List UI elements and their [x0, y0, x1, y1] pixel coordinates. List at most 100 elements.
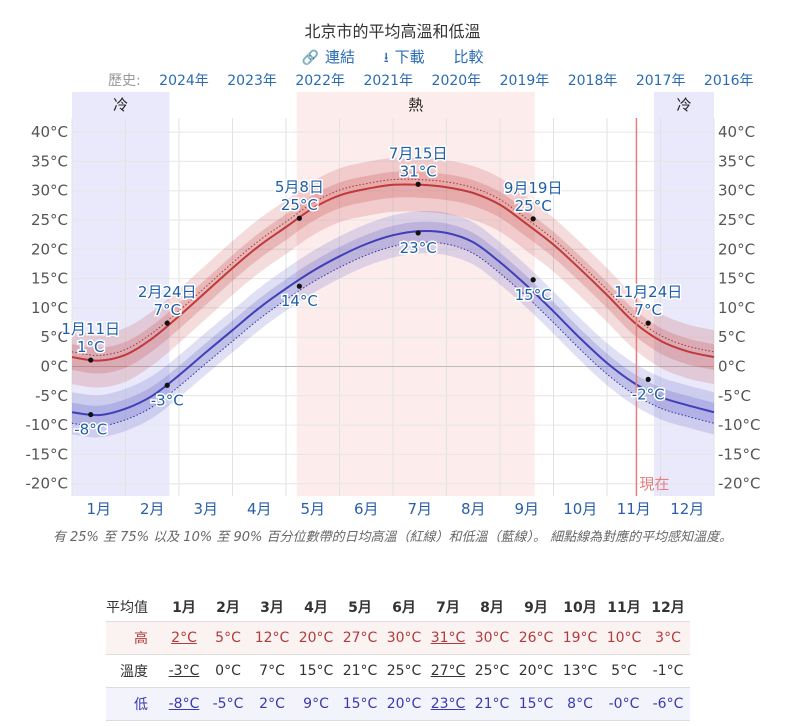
annotation-value: 25°C — [515, 197, 552, 215]
annotation-point — [296, 215, 302, 221]
month-header: 1月 — [172, 600, 196, 616]
link-button[interactable]: 🔗 連結 — [302, 48, 355, 66]
month-header: 6月 — [392, 600, 416, 616]
history-year[interactable]: 2017年 — [635, 73, 686, 89]
y-tick-label-left: 15°C — [31, 270, 68, 288]
history-label: 歷史: — [108, 73, 141, 89]
annotation-value: 7°C — [634, 301, 662, 319]
x-tick-label: 9月 — [514, 500, 539, 518]
chart-caption: 有 25% 至 75% 以及 10% 至 90% 百分位數帶的日均高溫（紅線）和… — [52, 530, 733, 545]
table-cell: 13°C — [558, 654, 602, 688]
history-year[interactable]: 2021年 — [363, 73, 414, 89]
table-cell: 31°C — [426, 621, 470, 655]
link-label: 連結 — [324, 48, 355, 66]
cell-value: 2°C — [171, 630, 197, 646]
cell-value: 2°C — [259, 696, 285, 712]
history-year[interactable]: 2019年 — [499, 73, 550, 89]
annotation-point — [415, 230, 421, 236]
month-header: 11月 — [607, 600, 641, 616]
cell-value: 27°C — [430, 663, 466, 679]
row-label: 溫度 — [106, 654, 162, 688]
table-cell: 2°C — [250, 687, 294, 721]
annotation-value: 23°C — [400, 239, 437, 257]
cold-season-band — [72, 92, 170, 496]
x-tick-label: 10月 — [563, 500, 597, 518]
high-temp-line — [71, 183, 715, 362]
month-header: 8月 — [480, 600, 504, 616]
table-cell: 25°C — [382, 654, 426, 688]
cell-value: -1°C — [652, 663, 684, 679]
annotation-date: 11月24日 — [614, 283, 682, 301]
download-button[interactable]: ⭳ 下載 — [384, 48, 425, 66]
cell-value: 19°C — [562, 630, 598, 646]
table-cell: 8°C — [558, 687, 602, 721]
cell-value: 30°C — [474, 630, 510, 646]
compare-button[interactable]: 比較 — [453, 48, 483, 66]
table-cell: 20°C — [514, 654, 558, 688]
cell-value: -6°C — [652, 696, 684, 712]
action-links: 🔗 連結 ⭳ 下載 比較 — [0, 46, 785, 71]
y-tick-label-left: 10°C — [31, 299, 68, 317]
annotation-point — [530, 216, 536, 222]
cell-value: 0°C — [215, 663, 241, 679]
annotation-value: 25°C — [281, 196, 318, 214]
table-cell: -0°C — [602, 687, 646, 721]
table-cell: 12°C — [250, 621, 294, 655]
cell-value: -3°C — [168, 663, 200, 679]
y-tick-label-right: -15°C — [718, 445, 760, 463]
annotation-value: 1°C — [77, 338, 105, 356]
annotation-date: 7月15日 — [389, 144, 448, 162]
history-year[interactable]: 2023年 — [227, 73, 277, 89]
cell-value: -0°C — [608, 696, 640, 712]
month-header: 2月 — [216, 600, 240, 616]
history-year[interactable]: 2018年 — [567, 73, 618, 89]
history-year[interactable]: 2016年 — [703, 73, 754, 89]
x-tick-label: 7月 — [407, 500, 432, 518]
y-tick-label-left: 40°C — [31, 123, 68, 141]
cell-value: 23°C — [430, 696, 466, 712]
history-year[interactable]: 2022年 — [295, 73, 345, 89]
history-year[interactable]: 2024年 — [159, 73, 209, 89]
cell-value: 20°C — [386, 696, 422, 712]
y-tick-label-right: 20°C — [718, 240, 755, 258]
y-tick-label-right: -5°C — [718, 387, 751, 405]
y-tick-label-left: -15°C — [26, 445, 68, 463]
table-cell: 25°C — [470, 654, 514, 688]
temperature-chart: 冷 熱 冷 40°C 40°C 35°C 35°C 30°C 30°C 25°C 25°C 20°C 2… — [26, 92, 760, 518]
annotation-value: 31°C — [400, 162, 437, 180]
high-band-10-90 — [72, 157, 714, 388]
history-year[interactable]: 2020年 — [431, 73, 482, 89]
annotation-point — [415, 181, 421, 187]
annotation-point — [164, 382, 170, 388]
annotation-value: 15°C — [515, 286, 552, 304]
annotation-value: 14°C — [281, 292, 318, 310]
table-cell: 20°C — [294, 621, 338, 655]
table-cell: 3°C — [646, 621, 690, 655]
cell-value: 20°C — [518, 663, 554, 679]
y-tick-label-right: 5°C — [718, 328, 746, 346]
cell-value: 31°C — [430, 630, 466, 646]
cell-value: 5°C — [215, 630, 241, 646]
cell-value: 15°C — [342, 696, 378, 712]
cell-value: 21°C — [342, 663, 378, 679]
annotation-value: -2°C — [632, 385, 665, 403]
annotation-point — [164, 320, 170, 326]
cell-value: 8°C — [567, 696, 593, 712]
season-label: 冷 — [113, 96, 128, 114]
table-cell: 23°C — [426, 687, 470, 721]
cell-value: -5°C — [212, 696, 244, 712]
high-feels-like-line — [71, 178, 715, 356]
annotation-value: -3°C — [151, 391, 184, 409]
table-row: 低 -8°C -5°C 2°C 9°C 15°C 20°C 23°C 21°C 15°C 8°C -0… — [106, 687, 690, 721]
table-cell: -8°C — [162, 687, 206, 721]
cell-value: 13°C — [562, 663, 598, 679]
table-cell: 19°C — [558, 621, 602, 655]
hot-season-band — [296, 92, 535, 496]
annotation-date: 1月11日 — [61, 320, 120, 338]
cell-value: 15°C — [518, 696, 554, 712]
table-cell: 21°C — [338, 654, 382, 688]
chart-title: 北京市的平均高溫和低溫 — [304, 22, 481, 41]
table-cell: 27°C — [338, 621, 382, 655]
x-tick-label: 2月 — [140, 500, 165, 518]
y-tick-label-right: 25°C — [718, 211, 755, 229]
